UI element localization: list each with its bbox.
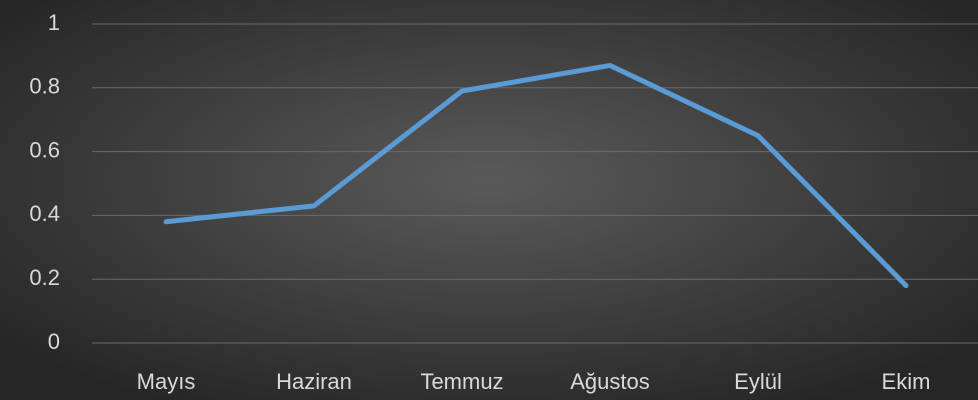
y-tick-label: 0.4 — [29, 201, 60, 226]
x-tick-label: Ekim — [882, 369, 931, 394]
y-tick-label: 0.8 — [29, 74, 60, 99]
y-tick-label: 0.2 — [29, 265, 60, 290]
x-tick-label: Haziran — [276, 369, 352, 394]
y-tick-label: 1 — [48, 10, 60, 35]
x-tick-label: Mayıs — [137, 369, 196, 394]
y-tick-label: 0 — [48, 329, 60, 354]
y-tick-label: 0.6 — [29, 137, 60, 162]
x-tick-label: Eylül — [734, 369, 782, 394]
data-line — [163, 62, 909, 289]
x-tick-label: Ağustos — [570, 369, 650, 394]
x-tick-label: Temmuz — [420, 369, 503, 394]
